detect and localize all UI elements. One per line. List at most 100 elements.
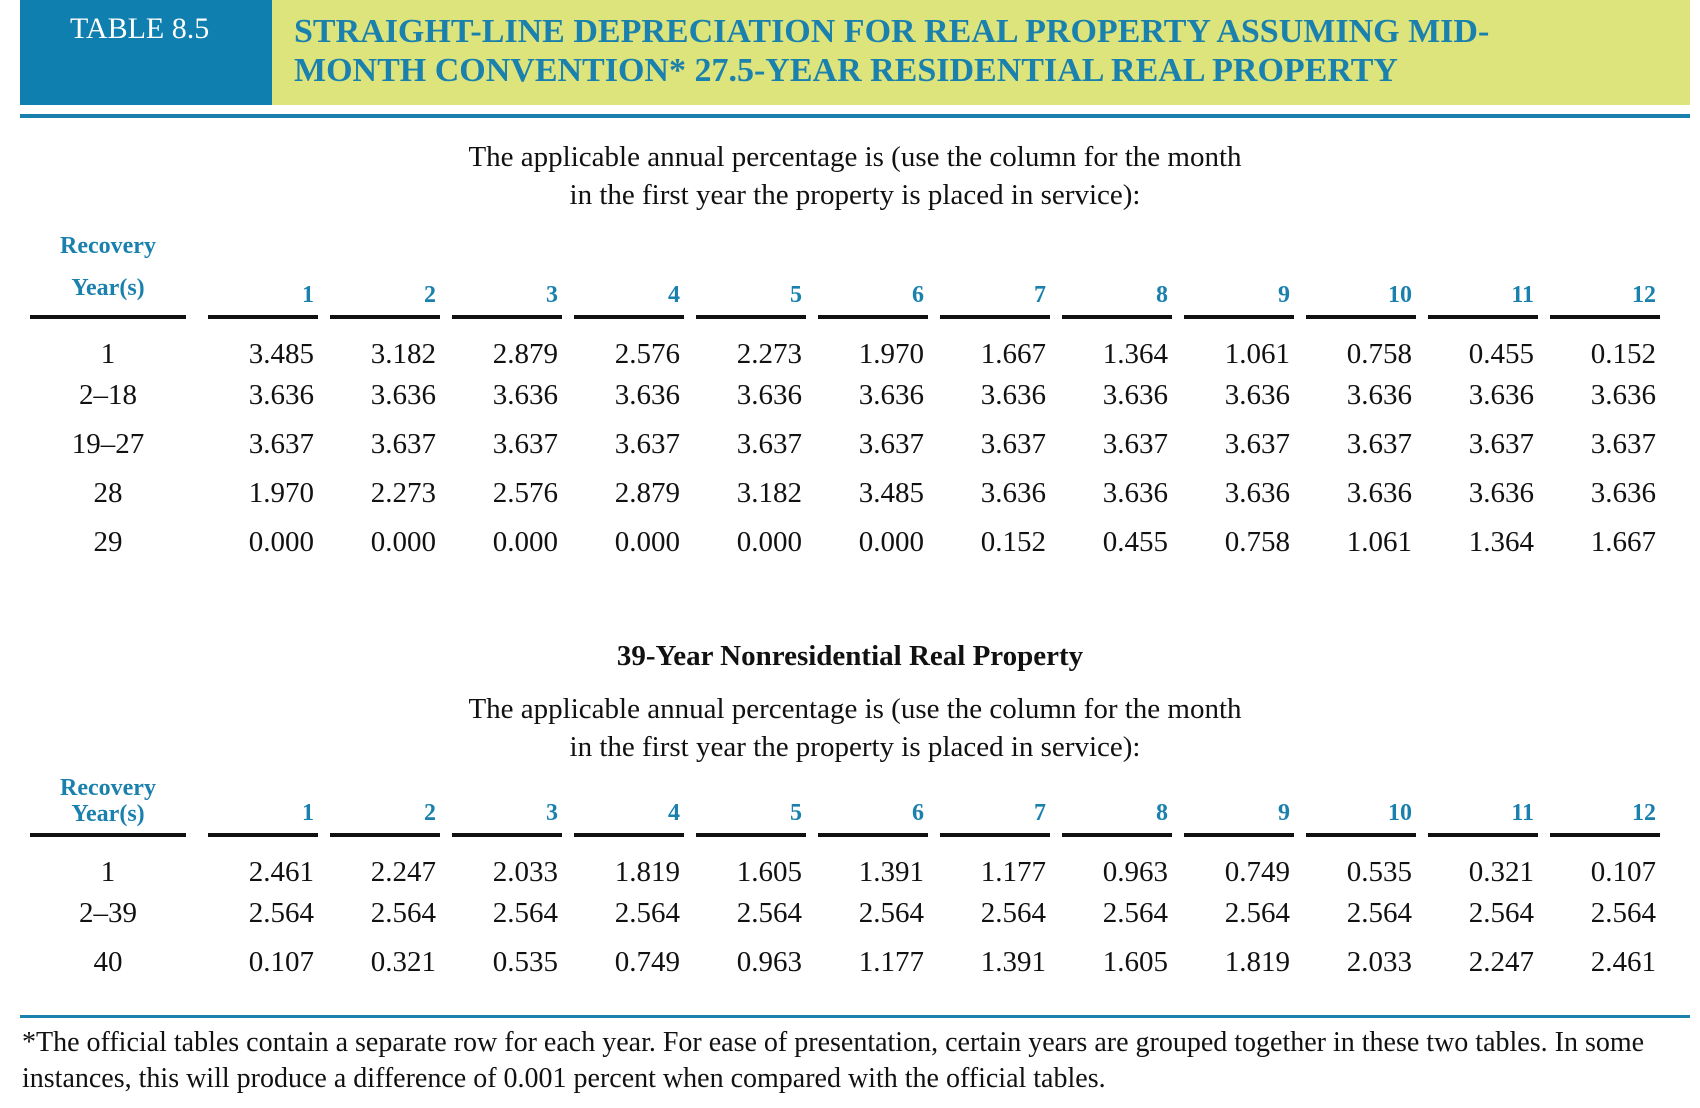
cell: 3.637 [1346,428,1412,460]
cell: 3.636 [1590,477,1656,509]
cell: 3.636 [1468,379,1534,411]
column-header-cell: 9 [1178,225,1300,319]
cell: 2.273 [736,338,802,370]
column-header: 6 [818,800,928,837]
column-header-cell: 5 [690,225,812,319]
cell: 2.564 [736,897,802,929]
row-label: 19–27 [71,428,145,460]
cell: 2.461 [248,856,314,888]
table-title: STRAIGHT-LINE DEPRECIATION FOR REAL PROP… [272,0,1690,105]
cell: 2.564 [1102,897,1168,929]
cell: 2.564 [492,897,558,929]
cell: 2.247 [370,856,436,888]
cell: 1.364 [1102,338,1168,370]
cell: 0.963 [1102,856,1168,888]
row: 29 0.000 0.000 0.000 0.000 0.000 0.000 0.152 0.4… [30,518,1666,567]
column-header: 3 [452,800,562,837]
cell: 2.247 [1468,946,1534,978]
column-header: 4 [574,282,684,319]
row-label: 2–18 [79,379,137,411]
cell: 3.636 [1102,477,1168,509]
row: 2–39 2.564 2.564 2.564 2.564 2.564 2.564 2.564 2… [30,889,1666,938]
cell: 2.564 [1346,897,1412,929]
cell: 0.107 [248,946,314,978]
column-header-cell: 1 [202,225,324,319]
row: 19–27 3.637 3.637 3.637 3.637 3.637 3.637 3.637… [30,420,1666,469]
table: Recovery Year(s) 1 2 3 4 5 6 7 8 9 10 11 12 1 3.485 3.1… [30,225,1666,567]
cell: 3.636 [980,379,1046,411]
subtitle: 39-Year Nonresidential Real Property [616,640,1084,672]
table: Recovery Year(s) 1 2 3 4 5 6 7 8 9 10 11 12 1 2.461 2.2… [30,775,1666,987]
cell: 0.455 [1102,526,1168,558]
cell: 3.636 [248,379,314,411]
footnote: *The official tables contain a separate … [22,1027,1645,1094]
row-label: 29 [93,526,123,558]
cell: 3.636 [492,379,558,411]
cell: 0.000 [492,526,558,558]
column-header-cell: 4 [568,225,690,319]
row: 40 0.107 0.321 0.535 0.749 0.963 1.177 1.391 1.6… [30,938,1666,987]
cell: 3.637 [1590,428,1656,460]
column-header-cell: 6 [812,225,934,319]
cell: 3.637 [492,428,558,460]
cell: 3.636 [980,477,1046,509]
column-header: 12 [1550,282,1660,319]
cell: 2.564 [1224,897,1290,929]
column-header-cell: 6 [812,775,934,837]
row-header-cell: Recovery Year(s) [30,225,202,319]
column-header-cell: 7 [934,775,1056,837]
intro: The applicable annual percentage is (use… [468,693,1242,763]
cell: 0.321 [370,946,436,978]
row-label: 40 [93,946,123,978]
column-header-cell: 9 [1178,775,1300,837]
cell: 3.182 [370,338,436,370]
column-header: 8 [1062,282,1172,319]
cell: 1.667 [1590,526,1656,558]
cell: 3.637 [1224,428,1290,460]
column-header-cell: 2 [324,225,446,319]
intro: The applicable annual percentage is (use… [468,141,1242,211]
cell: 3.636 [1468,477,1534,509]
cell: 3.637 [248,428,314,460]
cell: 0.749 [1224,856,1290,888]
header-row: Recovery Year(s) 1 2 3 4 5 6 7 8 9 10 11 12 [30,775,1666,837]
cell: 3.485 [858,477,924,509]
divider [20,1015,1690,1018]
cell: 0.758 [1224,526,1290,558]
cell: 0.000 [370,526,436,558]
column-header-cell: 11 [1422,225,1544,319]
cell: 1.605 [1102,946,1168,978]
cell: 3.637 [614,428,680,460]
cell: 2.564 [980,897,1046,929]
column-header: 7 [940,800,1050,837]
row: 1 3.485 3.182 2.879 2.576 2.273 1.970 1.667 1.36… [30,319,1666,371]
cell: 1.667 [980,338,1046,370]
column-header: 4 [574,800,684,837]
cell: 3.636 [1346,477,1412,509]
cell: 0.107 [1590,856,1656,888]
column-header-cell: 12 [1544,225,1666,319]
column-header-cell: 1 [202,775,324,837]
row-header: Recovery Year(s) [30,775,186,837]
cell: 0.535 [1346,856,1412,888]
column-header-cell: 3 [446,775,568,837]
column-header: 9 [1184,282,1294,319]
column-header: 9 [1184,800,1294,837]
cell: 0.749 [614,946,680,978]
cell: 1.061 [1346,526,1412,558]
cell: 2.576 [614,338,680,370]
cell: 0.000 [248,526,314,558]
cell: 3.637 [736,428,802,460]
column-header-cell: 8 [1056,225,1178,319]
divider [20,114,1690,118]
cell: 1.177 [980,856,1046,888]
cell: 3.636 [614,379,680,411]
cell: 3.637 [980,428,1046,460]
cell: 0.963 [736,946,802,978]
cell: 1.391 [980,946,1046,978]
cell: 2.879 [492,338,558,370]
row-header-cell: Recovery Year(s) [30,775,202,837]
column-header: 2 [330,800,440,837]
column-header: 7 [940,282,1050,319]
